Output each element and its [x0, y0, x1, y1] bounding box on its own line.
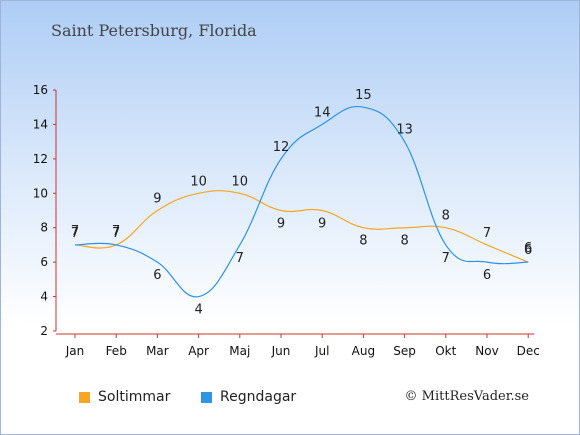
- data-label-soltimmar: 8: [400, 234, 408, 249]
- y-tick-label: 2: [40, 324, 48, 338]
- x-tick-label: Jun: [271, 344, 291, 358]
- x-tick-label: Jan: [65, 344, 85, 358]
- y-tick-label: 6: [40, 255, 48, 269]
- y-tick-label: 14: [33, 117, 48, 131]
- x-tick-label: Sep: [393, 344, 416, 358]
- legend-label-soltimmar: Soltimmar: [98, 389, 171, 405]
- y-tick-label: 8: [40, 221, 48, 235]
- x-tick-label: Maj: [229, 344, 250, 358]
- x-tick-label: Nov: [475, 344, 498, 358]
- series-line-soltimmar: [74, 190, 529, 263]
- legend-item-regndagar: Regndagar: [201, 389, 296, 405]
- data-label-soltimmar: 10: [232, 174, 249, 189]
- legend-swatch-soltimmar: [79, 391, 90, 403]
- data-label-regndagar: 7: [71, 226, 79, 241]
- data-label-soltimmar: 9: [318, 217, 326, 232]
- x-tick-label: Feb: [106, 344, 127, 358]
- y-tick-label: 4: [40, 290, 48, 304]
- data-label-regndagar: 13: [396, 123, 413, 138]
- data-label-regndagar: 7: [236, 251, 244, 266]
- x-tick-label: Mar: [146, 344, 169, 358]
- data-label-soltimmar: 7: [71, 224, 79, 239]
- legend-label-regndagar: Regndagar: [220, 389, 297, 405]
- x-tick-label: Dec: [517, 344, 540, 358]
- data-label-regndagar: 12: [273, 140, 290, 155]
- chart-title: Saint Petersburg, Florida: [51, 21, 257, 40]
- legend-item-soltimmar: Soltimmar: [79, 389, 170, 405]
- data-label-regndagar: 15: [355, 88, 372, 103]
- data-label-regndagar: 6: [153, 268, 161, 283]
- data-label-regndagar: 7: [112, 226, 120, 241]
- x-tick-label: Okt: [435, 344, 456, 358]
- data-label-soltimmar: 10: [190, 174, 207, 189]
- data-label-soltimmar: 7: [483, 226, 491, 241]
- data-label-soltimmar: 7: [112, 224, 120, 239]
- data-label-regndagar: 4: [194, 303, 202, 318]
- legend-swatch-regndagar: [201, 391, 212, 403]
- x-tick-label: Jul: [314, 344, 329, 358]
- data-label-regndagar: 6: [524, 243, 532, 258]
- copyright-text: © MittResVader.se: [404, 389, 529, 404]
- data-label-regndagar: 6: [483, 268, 491, 283]
- y-tick-label: 16: [33, 83, 48, 97]
- x-tick-label: Aug: [352, 344, 375, 358]
- data-label-soltimmar: 9: [277, 217, 285, 232]
- data-label-regndagar: 14: [314, 105, 331, 120]
- x-tick-label: Apr: [188, 344, 209, 358]
- data-label-soltimmar: 6: [524, 241, 532, 256]
- data-label-soltimmar: 8: [442, 209, 450, 224]
- series-line-regndagar: [74, 105, 529, 298]
- data-label-soltimmar: 8: [359, 234, 367, 249]
- data-label-regndagar: 7: [442, 251, 450, 266]
- y-tick-label: 10: [33, 186, 48, 200]
- y-tick-label: 12: [33, 152, 48, 166]
- data-label-soltimmar: 9: [153, 192, 161, 207]
